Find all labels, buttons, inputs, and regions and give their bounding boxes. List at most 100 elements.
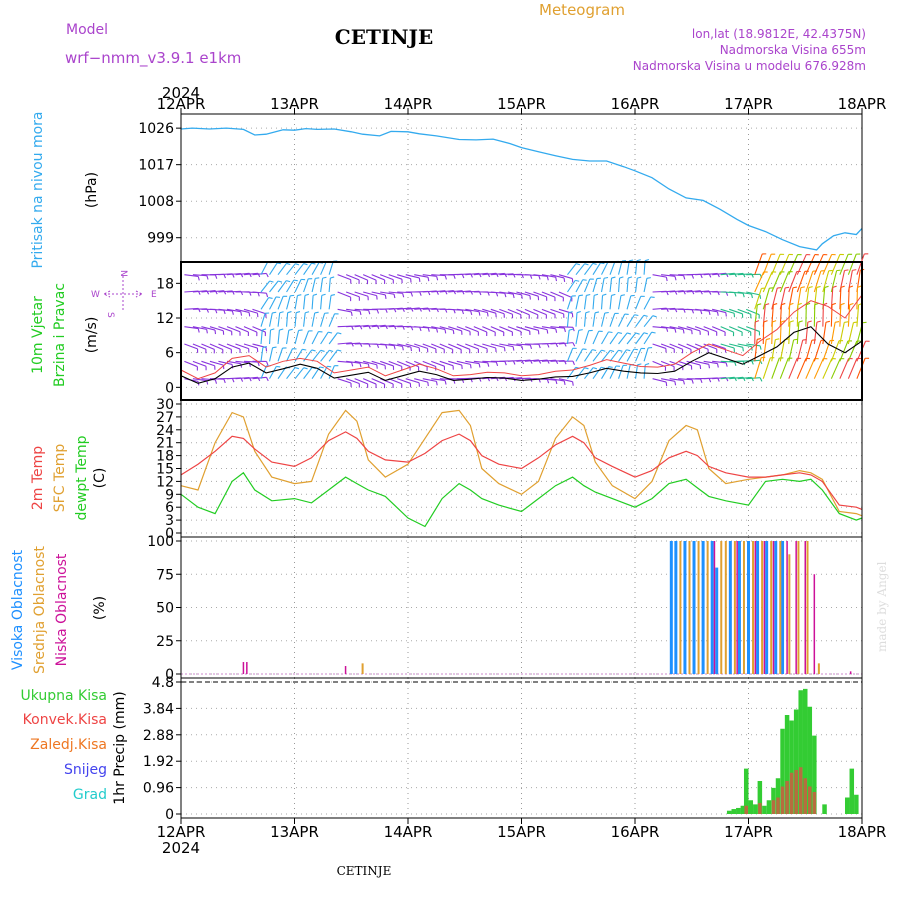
wind-barb-flag	[701, 379, 702, 383]
wind-barb-flag	[637, 260, 641, 261]
wind-barb	[644, 297, 651, 309]
wind-barb-flag	[760, 346, 761, 350]
wind-barb-flag	[757, 338, 761, 339]
wind-barb-flag	[583, 280, 587, 281]
wind-barb	[304, 313, 306, 327]
wind-barb-flag	[198, 329, 199, 333]
wind-barb-flag	[586, 312, 590, 313]
wind-barb	[304, 295, 305, 309]
cloud-bar	[752, 541, 754, 674]
wind-barb-flag	[312, 350, 316, 351]
wind-barb-flag	[207, 329, 208, 333]
precip-bar	[731, 809, 736, 814]
wind-barb	[593, 331, 599, 344]
wind-barb-flag	[266, 273, 268, 277]
meteogram-label: Meteogram	[539, 1, 625, 19]
wind-barb	[780, 254, 789, 274]
wind-barb-flag	[573, 327, 574, 331]
wind-barb	[823, 305, 824, 327]
temp-ylabel: 2m Temp	[30, 446, 46, 510]
wind-barb-flag	[232, 364, 233, 368]
wind-barb	[287, 280, 294, 292]
wind-barb	[610, 333, 618, 344]
wind-barb-flag	[692, 380, 693, 384]
precip-bar	[850, 769, 855, 814]
precip-bar	[753, 804, 758, 814]
wind-barb-flag	[504, 347, 505, 351]
wind-barb-flag	[645, 260, 649, 261]
cloud-bar	[755, 541, 757, 674]
wind-barb-flag	[315, 278, 319, 279]
wind-barb-flag	[445, 381, 446, 385]
wind-barb-flag	[322, 294, 326, 295]
wind-barb	[576, 349, 583, 361]
wind-barb	[814, 271, 820, 292]
wind-unit: (m/s)	[84, 317, 100, 354]
wind-barb-flag	[765, 304, 769, 305]
wind-barb	[857, 287, 858, 309]
cloud-bar	[818, 663, 820, 674]
wind-barb-flag	[628, 277, 632, 278]
wind-barb-flag	[369, 310, 370, 314]
wind-barb	[584, 263, 592, 274]
wind-barb	[823, 359, 832, 379]
wind-barb-flag	[850, 303, 854, 304]
x-tick-label-bottom: 17APR	[724, 823, 773, 841]
wind-barb-flag	[297, 295, 301, 296]
wind-barb-flag	[717, 312, 718, 316]
wind-barb-flag	[272, 312, 276, 313]
wind-barb-flag	[573, 343, 575, 347]
wind-barb	[287, 296, 291, 310]
legend-freezing: Zaledj.Kisa	[30, 737, 107, 753]
legend-convective: Konvek.Kisa	[23, 712, 107, 728]
cloud-bar	[720, 541, 722, 674]
wind-barb-flag	[772, 321, 776, 322]
wind-barb	[253, 309, 266, 313]
wind-barb	[567, 330, 569, 344]
precip-bar	[854, 795, 859, 814]
precip-bar	[767, 800, 772, 814]
wind-barb-flag	[198, 276, 199, 280]
cloud-bar	[698, 541, 700, 674]
wind-barb	[287, 313, 288, 327]
cloud-ylabel-mid: Srednja Oblacnost	[32, 546, 48, 674]
wind-barb	[261, 281, 270, 292]
wind-barb	[644, 348, 648, 361]
wind-barb-flag	[304, 368, 308, 369]
wind-barb-flag	[315, 312, 319, 313]
wind-barb-flag	[611, 294, 615, 295]
wind-barb-flag	[817, 321, 821, 322]
cloud-bar	[688, 541, 690, 674]
cloud-bar	[715, 568, 718, 674]
wind-barb-flag	[612, 277, 616, 278]
wind-barb	[312, 332, 318, 344]
wind-barb	[593, 350, 601, 361]
cloud-unit: (%)	[92, 596, 108, 620]
wind-barb-flag	[601, 367, 605, 368]
wind-barb-flag	[683, 381, 684, 385]
wind-barb-flag	[610, 350, 614, 351]
wind-barb-flag	[436, 381, 437, 385]
wind-barb-flag	[573, 382, 574, 386]
wind-barb-flag	[585, 368, 589, 369]
wind-barb	[610, 313, 615, 326]
wind-barb-flag	[224, 379, 225, 383]
cloud-bar	[362, 663, 364, 674]
cloud-bar	[246, 662, 248, 674]
y-tick-label: 999	[147, 231, 174, 247]
wind-barb	[270, 330, 271, 344]
wind-barb-flag	[604, 277, 608, 278]
wind-barb-flag	[726, 363, 727, 367]
wind-barb-flag	[717, 364, 718, 368]
wind-barb-flag	[547, 330, 548, 334]
y-tick-label: 3.84	[143, 701, 174, 717]
wind-barb-flag	[634, 315, 638, 316]
wind-barb-flag	[286, 263, 290, 264]
wind-barb-flag	[323, 277, 327, 278]
wind-barb-flag	[437, 329, 438, 333]
wind-barb	[831, 254, 840, 274]
wind-barb	[584, 313, 585, 327]
cloud-bar	[743, 541, 745, 674]
x-tick-label-top: 15APR	[497, 95, 546, 113]
cloud-bar	[850, 671, 852, 674]
